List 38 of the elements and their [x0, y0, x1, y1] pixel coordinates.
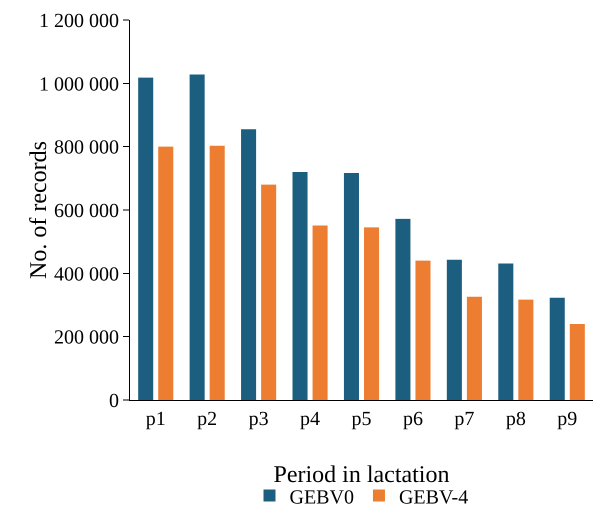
y-tick-label: 1 200 000: [39, 10, 119, 32]
bar: [261, 184, 276, 400]
bar: [158, 146, 174, 400]
y-tick-label: 800 000: [54, 136, 119, 159]
x-tick-label: p9: [557, 408, 578, 430]
bar: [466, 296, 482, 400]
y-tick-label: 400 000: [54, 263, 119, 286]
x-tick-label: p5: [352, 408, 372, 430]
y-tick-label: 200 000: [54, 326, 119, 349]
bar: [292, 172, 308, 400]
bar: [190, 74, 205, 400]
bar: [241, 129, 256, 400]
y-axis-title: No. of records: [26, 141, 52, 279]
bar: [446, 260, 462, 400]
bar: [364, 227, 380, 400]
bar: [138, 78, 154, 400]
x-tick-label: p2: [197, 408, 218, 430]
bar: [210, 146, 225, 400]
x-tick-label: p8: [506, 408, 526, 430]
y-tick-label: 600 000: [54, 200, 119, 222]
bar: [518, 300, 534, 400]
bar: [550, 298, 565, 400]
x-tick-label: p1: [146, 408, 166, 430]
y-tick-label: 0: [109, 390, 119, 412]
x-tick-label: p3: [248, 408, 269, 430]
x-tick-label: p6: [402, 408, 423, 430]
y-tick-label: 1 000 000: [39, 73, 119, 96]
bar: [344, 172, 359, 400]
bar: [570, 324, 585, 400]
legend-label: GEBV0: [290, 486, 354, 508]
bar: [415, 260, 430, 400]
legend-label: GEBV-4: [398, 486, 468, 508]
bar: [498, 264, 514, 400]
x-axis-title: Period in lactation: [274, 462, 450, 488]
bar: [312, 226, 328, 400]
x-tick-label: p7: [454, 408, 474, 430]
x-tick-label: p4: [300, 408, 320, 430]
bar: [395, 218, 410, 400]
